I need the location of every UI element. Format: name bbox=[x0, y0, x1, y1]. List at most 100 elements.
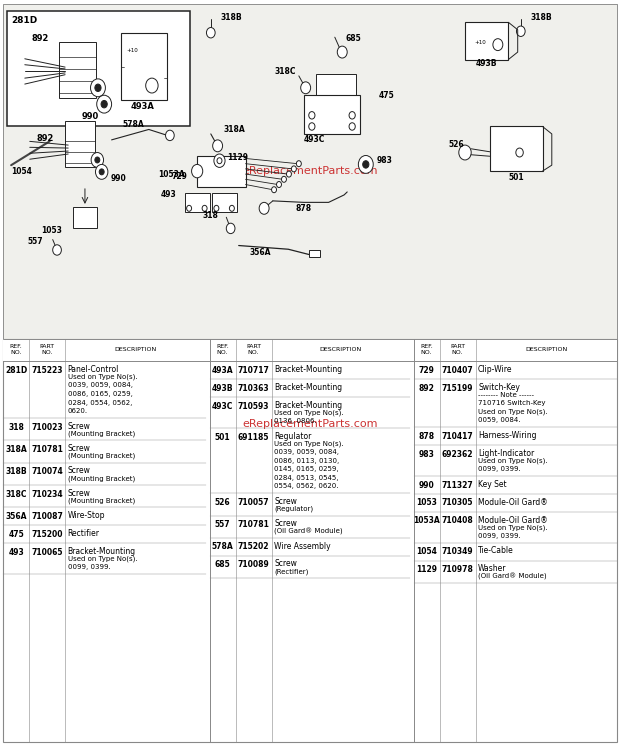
Bar bbox=[309, 250, 320, 257]
Text: Rectifier: Rectifier bbox=[68, 529, 100, 538]
Text: 711327: 711327 bbox=[441, 481, 474, 490]
Text: Screw: Screw bbox=[274, 497, 297, 506]
Text: 493C: 493C bbox=[304, 135, 325, 144]
Text: Used on Type No(s).: Used on Type No(s). bbox=[68, 374, 137, 380]
Text: 493B: 493B bbox=[476, 60, 497, 68]
Bar bbox=[185, 193, 210, 212]
Text: 710065: 710065 bbox=[32, 548, 63, 557]
Circle shape bbox=[516, 148, 523, 157]
Bar bbox=[121, 33, 167, 100]
Circle shape bbox=[91, 79, 105, 97]
Text: 990: 990 bbox=[110, 174, 126, 183]
Circle shape bbox=[516, 26, 525, 36]
Text: 493B: 493B bbox=[212, 384, 233, 393]
Circle shape bbox=[146, 78, 158, 93]
Circle shape bbox=[459, 145, 471, 160]
Text: 493A: 493A bbox=[212, 366, 233, 375]
Text: Screw: Screw bbox=[68, 444, 91, 453]
Circle shape bbox=[213, 140, 223, 152]
Text: 1053: 1053 bbox=[416, 498, 437, 507]
Text: 501: 501 bbox=[508, 173, 524, 182]
Text: 318A: 318A bbox=[5, 445, 27, 454]
Text: 557: 557 bbox=[215, 520, 231, 529]
Bar bbox=[197, 156, 246, 187]
Text: 356A: 356A bbox=[6, 512, 27, 521]
Text: 493: 493 bbox=[161, 190, 177, 199]
Circle shape bbox=[214, 154, 225, 167]
Text: 990: 990 bbox=[418, 481, 435, 490]
Text: 1054: 1054 bbox=[11, 167, 32, 176]
Circle shape bbox=[349, 123, 355, 130]
Text: REF.
NO.: REF. NO. bbox=[10, 344, 22, 355]
Text: Screw: Screw bbox=[274, 519, 297, 528]
Circle shape bbox=[309, 112, 315, 119]
Text: 715202: 715202 bbox=[238, 542, 269, 551]
Circle shape bbox=[95, 157, 100, 163]
Text: 501: 501 bbox=[215, 433, 231, 442]
Text: Bracket-Mounting: Bracket-Mounting bbox=[68, 547, 136, 556]
Text: 0136, 0806.: 0136, 0806. bbox=[274, 418, 317, 424]
Text: (Mounting Bracket): (Mounting Bracket) bbox=[68, 452, 135, 459]
Text: 710074: 710074 bbox=[31, 467, 63, 476]
Text: 318B: 318B bbox=[530, 13, 552, 22]
Text: 729: 729 bbox=[171, 172, 187, 181]
Text: 1054: 1054 bbox=[416, 548, 437, 557]
Text: 318B: 318B bbox=[6, 467, 27, 476]
Text: Regulator: Regulator bbox=[274, 432, 311, 441]
Text: 710363: 710363 bbox=[237, 384, 270, 393]
Text: Washer: Washer bbox=[478, 565, 507, 574]
Circle shape bbox=[187, 205, 192, 211]
Text: Used on Type No(s).: Used on Type No(s). bbox=[478, 409, 547, 415]
Text: 878: 878 bbox=[296, 204, 312, 213]
Text: Tie-Cable: Tie-Cable bbox=[478, 547, 514, 556]
Text: Module-Oil Gard®: Module-Oil Gard® bbox=[478, 498, 548, 507]
Text: Clip-Wire: Clip-Wire bbox=[478, 365, 513, 374]
Text: +10: +10 bbox=[126, 48, 138, 53]
Bar bbox=[490, 126, 542, 171]
Circle shape bbox=[53, 245, 61, 255]
Text: 715223: 715223 bbox=[32, 366, 63, 375]
Text: Screw: Screw bbox=[68, 466, 91, 475]
Circle shape bbox=[229, 205, 234, 211]
Circle shape bbox=[99, 169, 104, 175]
Text: 0554, 0562, 0620.: 0554, 0562, 0620. bbox=[274, 484, 339, 490]
Text: 710087: 710087 bbox=[31, 512, 63, 521]
Text: Screw: Screw bbox=[68, 422, 91, 431]
Text: (Regulator): (Regulator) bbox=[274, 506, 313, 512]
Text: 710408: 710408 bbox=[441, 516, 474, 525]
Text: Used on Type No(s).: Used on Type No(s). bbox=[478, 525, 547, 530]
Text: Bracket-Mounting: Bracket-Mounting bbox=[274, 383, 342, 392]
Text: 710234: 710234 bbox=[31, 490, 63, 498]
Text: 0284, 0554, 0562,: 0284, 0554, 0562, bbox=[68, 400, 132, 405]
Text: 710349: 710349 bbox=[441, 548, 474, 557]
Circle shape bbox=[296, 161, 301, 167]
Bar bbox=[7, 11, 190, 126]
Circle shape bbox=[192, 164, 203, 178]
Text: Panel-Control: Panel-Control bbox=[68, 365, 119, 374]
Text: PART
NO.: PART NO. bbox=[40, 344, 55, 355]
Text: 318: 318 bbox=[8, 423, 24, 432]
Text: eReplacementParts.com: eReplacementParts.com bbox=[242, 166, 378, 176]
Text: (Mounting Bracket): (Mounting Bracket) bbox=[68, 430, 135, 437]
Text: 526: 526 bbox=[448, 140, 464, 149]
Text: 493A: 493A bbox=[131, 102, 154, 111]
Text: 0620.: 0620. bbox=[68, 408, 87, 414]
Circle shape bbox=[277, 182, 281, 187]
Text: 1053A: 1053A bbox=[413, 516, 440, 525]
Circle shape bbox=[217, 158, 222, 164]
Text: Bracket-Mounting: Bracket-Mounting bbox=[274, 401, 342, 410]
Text: 526: 526 bbox=[215, 498, 231, 507]
Text: 710305: 710305 bbox=[442, 498, 473, 507]
Circle shape bbox=[358, 155, 373, 173]
Text: 710781: 710781 bbox=[31, 445, 63, 454]
Text: 892: 892 bbox=[32, 34, 49, 43]
Bar bbox=[73, 207, 97, 228]
Circle shape bbox=[272, 187, 277, 193]
Text: 1053A: 1053A bbox=[158, 170, 185, 179]
Text: 983: 983 bbox=[377, 156, 393, 165]
Text: 0059, 0084.: 0059, 0084. bbox=[478, 417, 521, 423]
Circle shape bbox=[286, 171, 291, 177]
Text: 493C: 493C bbox=[212, 402, 233, 411]
Text: 983: 983 bbox=[418, 449, 435, 459]
Circle shape bbox=[95, 164, 108, 179]
